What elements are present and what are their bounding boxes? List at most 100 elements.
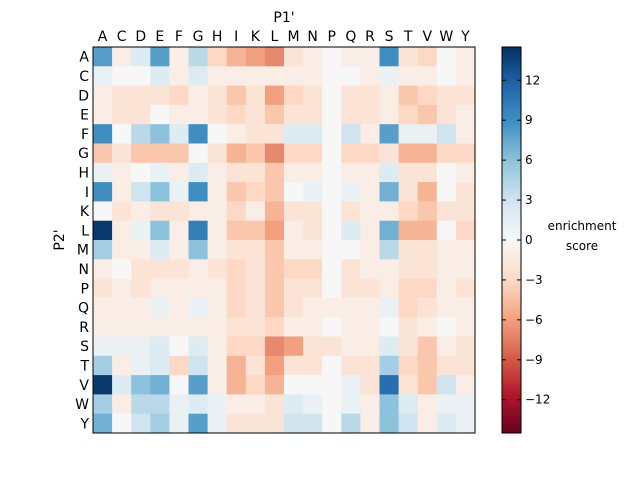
heatmap-cell-W-L <box>264 394 285 415</box>
heatmap-cell-V-C <box>112 375 132 395</box>
heatmap-cell-S-I <box>226 336 247 357</box>
heatmap-cell-P-I <box>226 278 247 299</box>
heatmap-cell-F-F <box>169 124 189 144</box>
heatmap-cell-L-I <box>226 220 247 241</box>
heatmap-cell-G-S <box>379 143 400 164</box>
y-tick-label-M: M <box>77 243 89 259</box>
colorbar-tick-label-12: 12 <box>525 73 540 87</box>
heatmap-cell-S-D <box>131 336 151 357</box>
heatmap-cell-V-R <box>360 375 380 395</box>
heatmap-cell-E-L <box>264 104 285 125</box>
heatmap-cell-N-L <box>264 259 285 280</box>
heatmap-cell-I-Y <box>455 182 476 202</box>
heatmap-cell-A-D <box>131 47 151 67</box>
heatmap-cell-W-D <box>131 394 151 415</box>
heatmap-cell-S-K <box>245 336 266 357</box>
heatmap-cell-H-I <box>226 162 247 183</box>
heatmap-cell-S-G <box>188 336 209 357</box>
heatmap-cell-L-D <box>131 220 151 241</box>
heatmap-cell-C-K <box>245 66 266 87</box>
heatmap-cell-W-Q <box>341 394 361 415</box>
heatmap-cell-G-I <box>226 143 247 164</box>
heatmap-cell-S-E <box>150 336 170 357</box>
heatmap-cell-C-N <box>303 66 323 87</box>
heatmap-cell-K-V <box>417 201 438 222</box>
heatmap-cell-T-L <box>264 355 285 376</box>
heatmap-cell-N-H <box>207 259 228 280</box>
heatmap-cell-F-I <box>226 124 247 144</box>
heatmap-cell-M-R <box>360 240 380 260</box>
heatmap-cell-D-Y <box>455 85 476 106</box>
heatmap-cell-R-V <box>417 317 438 337</box>
heatmap-cell-D-W <box>436 85 457 106</box>
heatmap-cell-C-M <box>284 66 304 87</box>
heatmap-cell-T-S <box>379 355 400 376</box>
heatmap-cell-S-P <box>322 336 342 357</box>
heatmap-cell-V-V <box>417 375 438 395</box>
heatmap-cell-G-T <box>398 143 419 164</box>
heatmap-cell-E-A <box>93 104 113 125</box>
y-tick-label-I: I <box>85 185 89 201</box>
heatmap-cell-L-Q <box>341 220 361 241</box>
heatmap-cell-F-H <box>207 124 228 144</box>
heatmap-cell-Q-T <box>398 297 419 318</box>
colorbar-tick-label--3: −3 <box>525 273 543 287</box>
heatmap-cell-K-H <box>207 201 228 222</box>
heatmap-cell-F-S <box>379 124 400 144</box>
heatmap-cell-T-Y <box>455 355 476 376</box>
heatmap-cell-H-R <box>360 162 380 183</box>
heatmap-cell-Y-Q <box>341 413 361 434</box>
colorbar-title-line-1: enrichment <box>548 219 617 233</box>
heatmap-cell-D-V <box>417 85 438 106</box>
heatmap-cell-E-W <box>436 104 457 125</box>
colorbar-tick-label-9: 9 <box>525 113 533 127</box>
heatmap-cell-I-I <box>226 182 247 202</box>
heatmap-cell-D-F <box>169 85 189 106</box>
x-tick-label-S: S <box>385 29 394 45</box>
heatmap-cell-D-I <box>226 85 247 106</box>
heatmap-cell-G-V <box>417 143 438 164</box>
heatmap-cell-F-Y <box>455 124 476 144</box>
heatmap-cell-W-W <box>436 394 457 415</box>
heatmap-cell-C-A <box>93 66 113 87</box>
heatmap-cell-A-S <box>379 47 400 67</box>
heatmap-cell-G-G <box>188 143 209 164</box>
y-tick-label-P: P <box>81 281 89 297</box>
heatmap-cell-G-F <box>169 143 189 164</box>
heatmap-cell-L-P <box>322 220 342 241</box>
heatmap-cell-Q-W <box>436 297 457 318</box>
heatmap-cell-S-V <box>417 336 438 357</box>
heatmap-cell-D-T <box>398 85 419 106</box>
heatmap-cell-K-C <box>112 201 132 222</box>
heatmap-cell-E-N <box>303 104 323 125</box>
y-tick-label-A: A <box>79 50 89 66</box>
heatmap-cell-S-R <box>360 336 380 357</box>
heatmap-cell-D-D <box>131 85 151 106</box>
x-tick-label-A: A <box>98 29 108 45</box>
x-tick-label-K: K <box>251 29 261 45</box>
heatmap-cell-N-K <box>245 259 266 280</box>
heatmap-cell-I-A <box>93 182 113 202</box>
heatmap-cell-I-D <box>131 182 151 202</box>
heatmap-cell-E-I <box>226 104 247 125</box>
colorbar-tick-label--12: −12 <box>525 393 550 407</box>
heatmap-cell-C-C <box>112 66 132 87</box>
x-tick-label-Y: Y <box>460 29 470 45</box>
heatmap-cell-H-F <box>169 162 189 183</box>
heatmap-cell-L-H <box>207 220 228 241</box>
heatmap-cell-R-P <box>322 317 342 337</box>
heatmap-cell-G-K <box>245 143 266 164</box>
heatmap-cell-H-G <box>188 162 209 183</box>
heatmap-cell-H-W <box>436 162 457 183</box>
y-tick-label-W: W <box>75 397 89 413</box>
heatmap-cell-G-N <box>303 143 323 164</box>
heatmap-cell-E-C <box>112 104 132 125</box>
heatmap-cell-P-Y <box>455 278 476 299</box>
heatmap-cell-H-S <box>379 162 400 183</box>
heatmap-cell-V-E <box>150 375 170 395</box>
heatmap-cell-V-T <box>398 375 419 395</box>
heatmap-cell-L-M <box>284 220 304 241</box>
heatmap-cell-I-S <box>379 182 400 202</box>
y-tick-label-Q: Q <box>78 301 89 317</box>
